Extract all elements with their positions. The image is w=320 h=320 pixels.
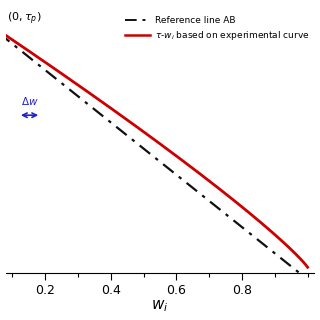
$\tau$-$w_i$ based on experimental curve [133, 124, 137, 128]
$\tau$-$w_i$ based on experimental curve [181, 159, 185, 163]
Text: $\Delta w$: $\Delta w$ [21, 95, 38, 107]
$\tau$-$w_i$ based on experimental curve [237, 203, 241, 206]
Line: Reference line AB: Reference line AB [0, 18, 320, 293]
Reference line AB [133, 140, 137, 144]
Text: $(0, \tau_p)$: $(0, \tau_p)$ [6, 11, 41, 27]
$\tau$-$w_i$ based on experimental curve [38, 57, 42, 61]
$\tau$-$w_i$ based on experimental curve [66, 76, 70, 80]
$\tau$-$w_i$ based on experimental curve [208, 180, 212, 183]
X-axis label: $w_i$: $w_i$ [151, 299, 169, 315]
Reference line AB [181, 178, 185, 182]
Legend: Reference line AB, $\tau$-$w_i$ based on experimental curve: Reference line AB, $\tau$-$w_i$ based on… [122, 13, 313, 45]
Reference line AB [66, 86, 70, 90]
Line: $\tau$-$w_i$ based on experimental curve: $\tau$-$w_i$ based on experimental curve [0, 18, 308, 267]
Reference line AB [208, 199, 212, 203]
Reference line AB [237, 223, 241, 227]
Reference line AB [38, 64, 42, 68]
